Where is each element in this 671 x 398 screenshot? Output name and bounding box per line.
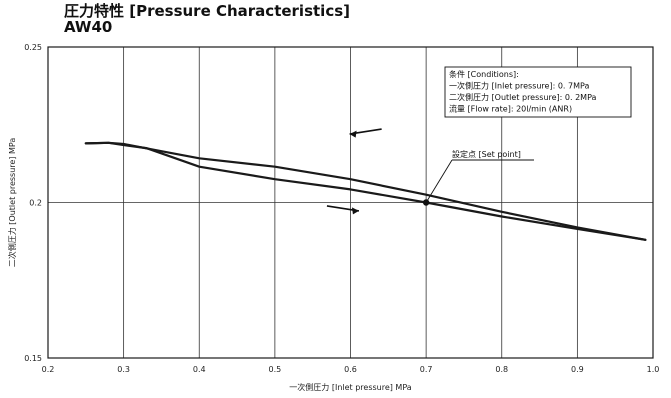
x-axis-label: 一次側圧力 [Inlet pressure] MPa <box>289 382 412 392</box>
conditions-line: 一次側圧力 [Inlet pressure]: 0. 7MPa <box>449 81 589 91</box>
set-point-leader <box>425 159 453 203</box>
conditions-box: 条件 [Conditions]: 一次側圧力 [Inlet pressure]: … <box>444 66 632 118</box>
x-tick-label: 1.0 <box>647 365 660 374</box>
x-tick-labels: 0.2 0.3 0.4 0.5 0.6 0.7 0.8 0.9 1.0 <box>42 365 660 374</box>
x-tick-label: 0.5 <box>269 365 282 374</box>
conditions-line: 流量 [Flow rate]: 20l/min (ANR) <box>449 104 572 114</box>
direction-arrows <box>326 128 382 215</box>
y-tick-label: 0.25 <box>24 43 42 52</box>
x-tick-label: 0.7 <box>420 365 433 374</box>
x-tick-label: 0.9 <box>571 365 584 374</box>
chart-title: 圧力特性 [Pressure Characteristics] <box>64 2 350 20</box>
arrow-right-head <box>351 207 359 215</box>
x-tick-label: 0.8 <box>495 365 508 374</box>
arrow-left-head <box>349 130 357 138</box>
x-tick-label: 0.4 <box>193 365 206 374</box>
set-point-label: 設定点 [Set point] <box>452 149 521 159</box>
conditions-line: 条件 [Conditions]: <box>449 69 519 79</box>
set-point-group: 設定点 [Set point] <box>422 149 534 206</box>
chart-subtitle: AW40 <box>64 18 113 36</box>
conditions-box-frame <box>444 66 632 118</box>
y-tick-label: 0.15 <box>24 354 42 363</box>
x-tick-label: 0.6 <box>344 365 357 374</box>
y-tick-label: 0.2 <box>29 199 42 208</box>
x-tick-label: 0.3 <box>117 365 130 374</box>
y-tick-labels: 0.25 0.2 0.15 <box>24 43 42 363</box>
x-tick-label: 0.2 <box>42 365 55 374</box>
series-line-2 <box>84 141 647 241</box>
plot-frame <box>47 46 654 359</box>
series-group <box>84 141 647 241</box>
y-axis-label: 二次側圧力 [Outlet pressure] MPa <box>7 138 17 268</box>
conditions-line: 二次側圧力 [Outlet pressure]: 0. 2MPa <box>449 92 597 102</box>
